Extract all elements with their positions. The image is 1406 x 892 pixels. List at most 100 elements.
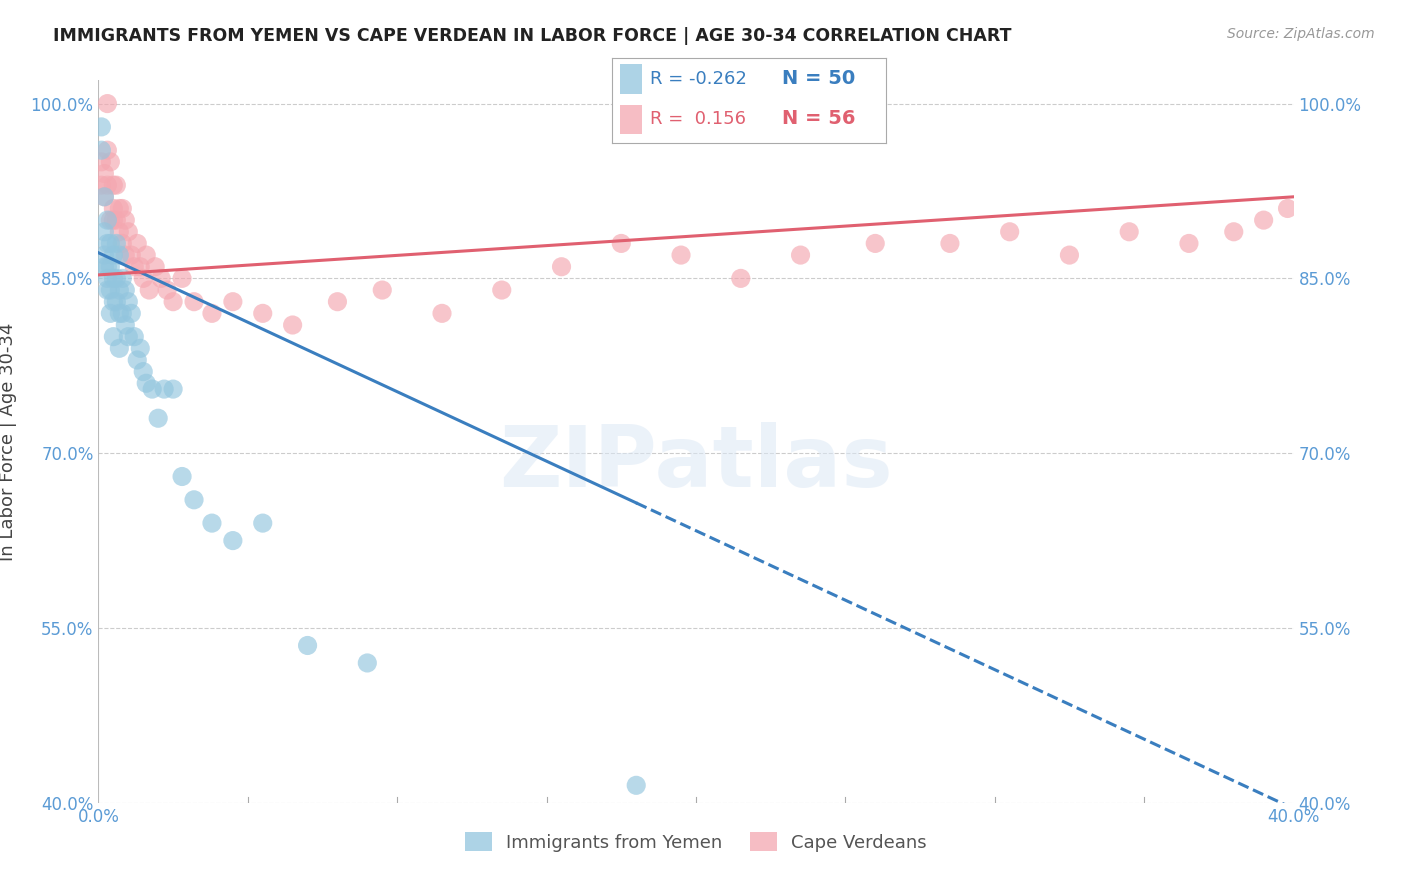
Point bbox=[114, 318, 136, 332]
Point bbox=[120, 306, 142, 320]
Point bbox=[610, 236, 633, 251]
Point bbox=[120, 248, 142, 262]
Point bbox=[201, 516, 224, 530]
Bar bbox=[620, 64, 641, 94]
Point bbox=[183, 294, 205, 309]
Text: IMMIGRANTS FROM YEMEN VS CAPE VERDEAN IN LABOR FORCE | AGE 30-34 CORRELATION CHA: IMMIGRANTS FROM YEMEN VS CAPE VERDEAN IN… bbox=[53, 27, 1012, 45]
Point bbox=[138, 283, 160, 297]
Point bbox=[108, 306, 131, 320]
Point bbox=[103, 329, 125, 343]
Point bbox=[626, 778, 648, 792]
Point bbox=[111, 271, 134, 285]
Point bbox=[281, 318, 304, 332]
Point bbox=[550, 260, 572, 274]
Text: N = 56: N = 56 bbox=[782, 109, 855, 128]
Point bbox=[135, 248, 157, 262]
Point bbox=[114, 213, 136, 227]
Point bbox=[222, 294, 245, 309]
Point bbox=[789, 248, 811, 262]
Point bbox=[114, 248, 136, 262]
Point bbox=[124, 329, 146, 343]
Point bbox=[93, 225, 115, 239]
Bar bbox=[620, 104, 641, 134]
Point bbox=[103, 248, 125, 262]
Point bbox=[90, 143, 112, 157]
Point bbox=[98, 213, 122, 227]
Point bbox=[491, 283, 513, 297]
Point bbox=[183, 492, 205, 507]
Point bbox=[111, 306, 134, 320]
Point bbox=[96, 143, 118, 157]
Point bbox=[669, 248, 692, 262]
Point bbox=[108, 341, 131, 355]
Point bbox=[172, 469, 194, 483]
Point bbox=[129, 260, 152, 274]
Point bbox=[105, 271, 128, 285]
Point bbox=[148, 411, 170, 425]
Point bbox=[172, 271, 194, 285]
Point bbox=[96, 213, 118, 227]
Text: Source: ZipAtlas.com: Source: ZipAtlas.com bbox=[1227, 27, 1375, 41]
Point bbox=[127, 353, 149, 368]
Point bbox=[98, 283, 122, 297]
Point bbox=[96, 96, 118, 111]
Point bbox=[103, 294, 125, 309]
Point bbox=[96, 260, 118, 274]
Point bbox=[222, 533, 245, 548]
Point bbox=[252, 516, 274, 530]
Text: R =  0.156: R = 0.156 bbox=[650, 110, 747, 128]
Point bbox=[998, 225, 1021, 239]
Point bbox=[156, 283, 179, 297]
Point bbox=[153, 382, 176, 396]
Point bbox=[1223, 225, 1246, 239]
Point bbox=[430, 306, 453, 320]
Point bbox=[132, 271, 155, 285]
Point bbox=[103, 271, 125, 285]
Point bbox=[93, 167, 115, 181]
Point bbox=[114, 283, 136, 297]
Point bbox=[93, 190, 115, 204]
Point bbox=[98, 260, 122, 274]
Point bbox=[1178, 236, 1201, 251]
Point bbox=[162, 294, 184, 309]
Point bbox=[105, 178, 128, 193]
Point bbox=[201, 306, 224, 320]
Point bbox=[141, 382, 163, 396]
Point bbox=[297, 639, 319, 653]
Point bbox=[105, 294, 128, 309]
Point bbox=[98, 154, 122, 169]
Point bbox=[108, 202, 131, 216]
Point bbox=[129, 341, 152, 355]
Point bbox=[117, 225, 139, 239]
Point bbox=[96, 178, 118, 193]
Text: ZIPatlas: ZIPatlas bbox=[499, 422, 893, 505]
Point bbox=[96, 271, 118, 285]
Point bbox=[865, 236, 887, 251]
Point bbox=[108, 225, 131, 239]
Point bbox=[90, 154, 112, 169]
Point bbox=[132, 365, 155, 379]
Point bbox=[93, 190, 115, 204]
Text: R = -0.262: R = -0.262 bbox=[650, 70, 747, 87]
Point bbox=[98, 236, 122, 251]
Point bbox=[105, 236, 128, 251]
Point bbox=[98, 306, 122, 320]
Point bbox=[93, 260, 115, 274]
Point bbox=[117, 294, 139, 309]
Point bbox=[96, 283, 118, 297]
Point bbox=[127, 236, 149, 251]
Point bbox=[111, 202, 134, 216]
Point bbox=[105, 213, 128, 227]
Point bbox=[1059, 248, 1081, 262]
Legend: Immigrants from Yemen, Cape Verdeans: Immigrants from Yemen, Cape Verdeans bbox=[458, 825, 934, 859]
Point bbox=[93, 248, 115, 262]
Point bbox=[326, 294, 349, 309]
Point bbox=[143, 260, 166, 274]
Point bbox=[117, 329, 139, 343]
Y-axis label: In Labor Force | Age 30-34: In Labor Force | Age 30-34 bbox=[0, 322, 17, 561]
Point bbox=[103, 178, 125, 193]
Point bbox=[135, 376, 157, 391]
Point bbox=[939, 236, 962, 251]
Point bbox=[103, 202, 125, 216]
Point bbox=[1253, 213, 1275, 227]
